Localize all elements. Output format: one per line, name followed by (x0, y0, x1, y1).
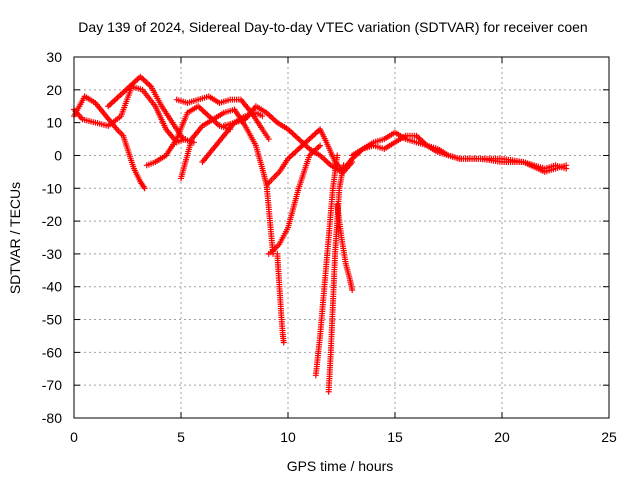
series-track-10 (265, 142, 324, 257)
y-tick-labels: 30 20 10 0 -10 -20 -30 -40 -50 -60 -70 -80 (42, 49, 62, 426)
y-tick-label: -20 (42, 213, 62, 229)
data-point (563, 162, 570, 169)
x-tick-labels: 0 5 10 15 20 25 (70, 429, 617, 445)
y-tick-label: 30 (46, 49, 62, 65)
data-point (280, 339, 287, 346)
data-layer (71, 73, 570, 395)
data-point (190, 139, 197, 146)
data-point (349, 287, 356, 294)
x-axis-label: GPS time / hours (287, 458, 394, 474)
x-tick-label: 10 (280, 429, 296, 445)
x-tick-label: 5 (177, 429, 185, 445)
y-tick-label: 0 (54, 147, 62, 163)
series-track-14 (334, 201, 356, 294)
y-tick-label: -10 (42, 180, 62, 196)
series-track-16 (349, 129, 570, 175)
ticks (73, 56, 610, 419)
data-point (141, 185, 148, 192)
plot-frame (73, 56, 610, 419)
series-track-1 (71, 93, 148, 192)
chart-title: Day 139 of 2024, Sidereal Day-to-day VTE… (78, 19, 587, 35)
data-point (334, 152, 341, 159)
x-tick-label: 15 (387, 429, 403, 445)
grid (74, 57, 609, 418)
y-axis-label: SDTVAR / TECUs (7, 182, 23, 294)
y-tick-label: 10 (46, 115, 62, 131)
x-tick-label: 25 (601, 429, 617, 445)
series-track-11 (274, 250, 287, 346)
y-tick-label: 20 (46, 82, 62, 98)
y-tick-label: -70 (42, 377, 62, 393)
y-tick-label: -30 (42, 246, 62, 262)
data-point (259, 113, 266, 120)
series-track-3 (105, 73, 197, 146)
series-track-12 (312, 152, 341, 379)
series-track-4 (143, 103, 234, 169)
series-track-5 (173, 93, 272, 143)
y-tick-label: -80 (42, 410, 62, 426)
y-tick-label: -50 (42, 312, 62, 328)
series-track-8 (220, 103, 345, 175)
x-tick-label: 0 (70, 429, 78, 445)
data-point (317, 142, 324, 149)
x-tick-label: 20 (494, 429, 510, 445)
y-tick-label: -40 (42, 279, 62, 295)
y-tick-label: -60 (42, 344, 62, 360)
data-point (265, 136, 272, 143)
